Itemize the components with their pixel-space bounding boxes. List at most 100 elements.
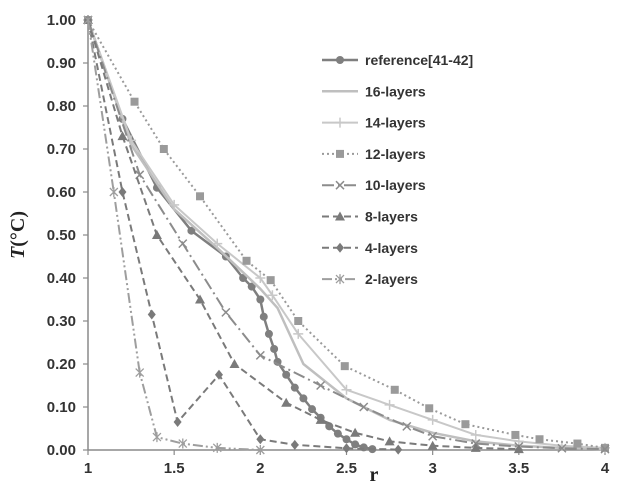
series-line [87, 19, 606, 449]
data-point [425, 404, 434, 413]
series-6 [84, 15, 403, 455]
data-point [266, 276, 275, 285]
y-tick-label: 0.60 [47, 184, 76, 201]
data-point [461, 420, 470, 429]
data-point [83, 15, 93, 25]
x-tick-label: 3.5 [508, 460, 529, 477]
data-point [384, 399, 395, 410]
ticks: 0.00 0.10 0.20 0.30 0.40 0.50 0.60 0.70 0.80 0.90… [47, 12, 610, 477]
x-tick-label: 2 [256, 460, 264, 477]
legend-label: 4-layers [365, 240, 418, 256]
legend-item: 14-layers [322, 115, 426, 131]
data-point [359, 402, 369, 412]
series-line [87, 19, 261, 451]
legend-label: 10-layers [365, 177, 426, 193]
y-axis-title: T(°C) [7, 211, 29, 259]
data-point [264, 329, 273, 338]
legend-item: 4-layers [322, 240, 418, 256]
y-tick-label: 0.40 [47, 270, 76, 287]
legend-marker [336, 149, 344, 158]
y-tick-label: 0.20 [47, 356, 76, 373]
y-tick-label: 0.00 [47, 442, 76, 459]
data-point [341, 384, 352, 395]
data-point [169, 199, 180, 210]
data-point [109, 187, 119, 197]
data-point [316, 380, 326, 391]
data-point [229, 359, 240, 368]
series-5 [83, 15, 524, 454]
data-point [221, 307, 231, 317]
data-point [267, 290, 278, 301]
data-point [255, 273, 266, 283]
data-point [384, 436, 395, 446]
data-point [178, 438, 188, 449]
data-point [427, 440, 438, 450]
legend-label: reference[41-42] [365, 52, 473, 68]
data-point [315, 414, 326, 424]
data-point [178, 239, 188, 249]
data-point [427, 414, 438, 425]
legend-label: 14-layers [365, 115, 426, 131]
legend-item: 2-layers [322, 271, 418, 287]
series-line [87, 19, 606, 451]
x-tick-label: 2.5 [336, 460, 357, 477]
legend-item: 12-layers [322, 146, 426, 162]
data-point [196, 192, 205, 201]
legend-label: 8-layers [365, 209, 418, 225]
x-axis-title: r [370, 464, 379, 486]
y-tick-label: 0.50 [47, 227, 76, 244]
data-point [342, 443, 351, 454]
data-point [390, 385, 399, 394]
data-point [214, 369, 223, 380]
legend-item: 16-layers [322, 83, 426, 99]
data-point [600, 444, 610, 454]
data-point [212, 238, 223, 249]
series-lines [83, 15, 610, 455]
y-tick-label: 0.30 [47, 313, 76, 330]
legend-marker [335, 274, 345, 285]
data-point [535, 435, 544, 444]
data-point [135, 367, 145, 378]
data-point [470, 442, 481, 452]
data-point [255, 350, 265, 360]
y-tick-label: 0.10 [47, 399, 76, 416]
legend-marker [335, 211, 345, 221]
data-point [282, 370, 291, 379]
data-point [152, 432, 162, 443]
data-point [117, 131, 128, 141]
data-point [340, 362, 349, 371]
series-line [87, 19, 399, 451]
data-point [173, 417, 182, 428]
data-point [187, 226, 196, 235]
y-tick-label: 0.90 [47, 55, 76, 72]
data-point [325, 422, 334, 431]
data-point [270, 344, 279, 353]
data-point [290, 383, 299, 392]
data-point [294, 317, 303, 325]
legend-item: 8-layers [322, 209, 418, 225]
data-point [350, 427, 361, 437]
series-7 [83, 15, 265, 455]
data-point [151, 230, 162, 239]
data-point [293, 328, 304, 339]
series-line [87, 19, 519, 451]
data-point [359, 443, 368, 452]
legend-label: 16-layers [365, 83, 426, 99]
series-1 [86, 19, 606, 451]
data-point [573, 439, 582, 448]
x-tick-label: 1.5 [164, 460, 185, 477]
legend-marker [335, 117, 345, 128]
y-axis-title-italic: T [7, 246, 29, 259]
legend-marker [336, 56, 344, 64]
data-point [290, 439, 299, 450]
legend-item: reference[41-42] [322, 52, 473, 68]
x-tick-label: 1 [84, 460, 92, 477]
data-point [281, 397, 292, 407]
legend-marker [335, 180, 345, 190]
data-point [135, 170, 145, 180]
data-point [212, 442, 222, 453]
x-tick-label: 4 [601, 460, 610, 477]
data-point [428, 431, 438, 441]
data-point [256, 434, 265, 445]
